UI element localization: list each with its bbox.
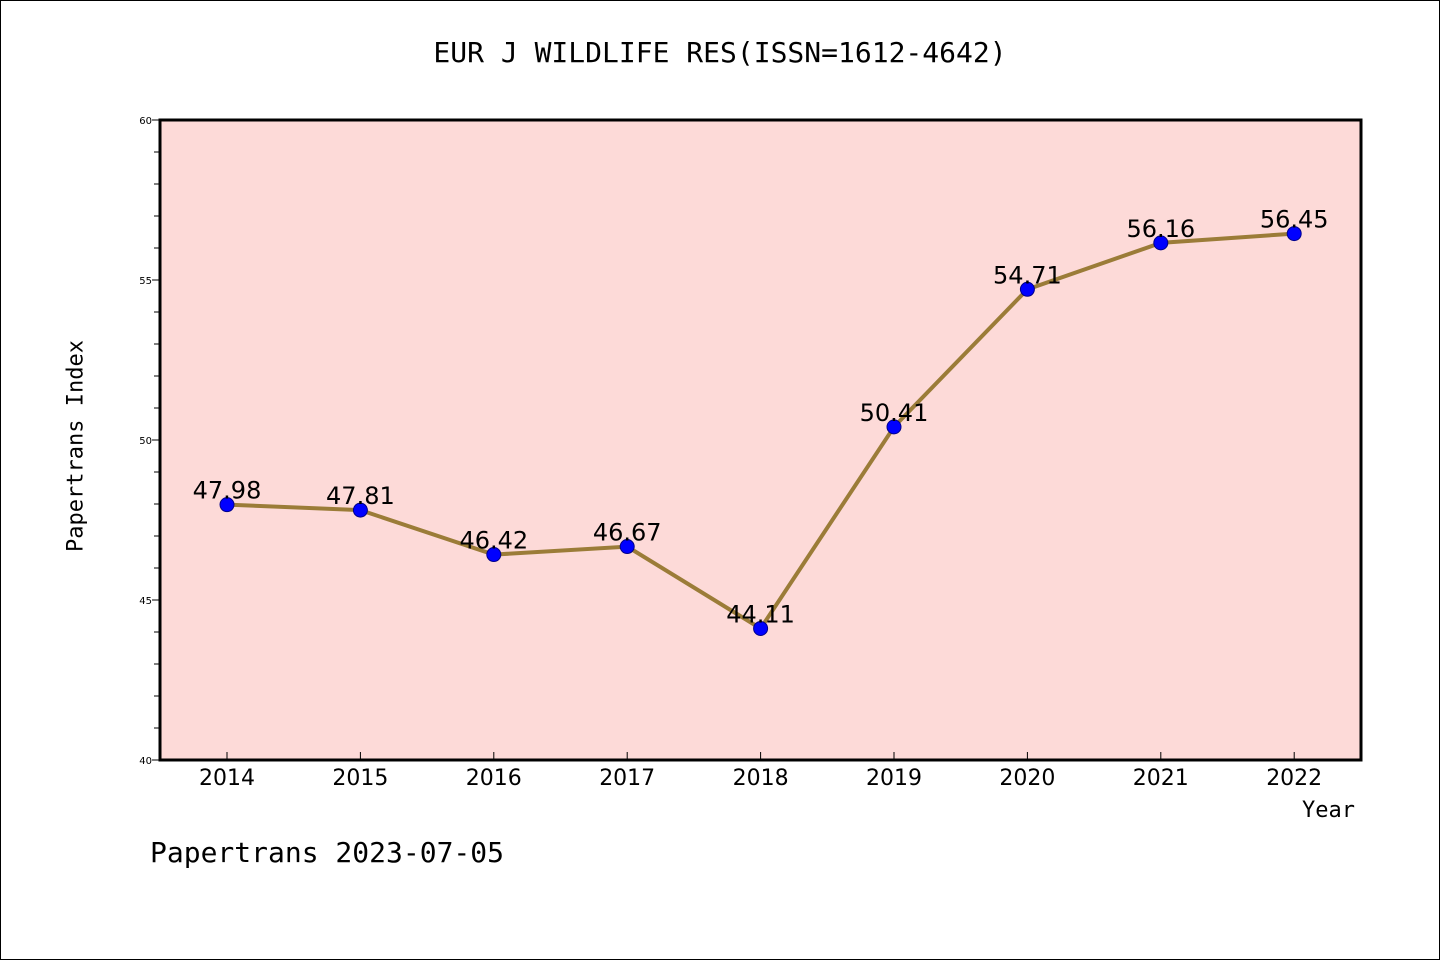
data-point (352, 502, 368, 518)
x-axis-label: Year (1302, 798, 1355, 823)
x-tick-label: 2017 (599, 766, 655, 791)
data-point (753, 620, 769, 636)
x-tick-label: 2022 (1266, 766, 1322, 791)
y-tick-label: 50 (139, 436, 152, 447)
data-point (619, 539, 635, 555)
data-label: 56.16 (1126, 215, 1195, 243)
x-axis-ticks: 2014 2015 2016 2017 2018 2019 2020 2021 2022 (199, 752, 1322, 791)
x-tick-label: 2016 (466, 766, 522, 791)
data-point (1153, 235, 1169, 251)
y-tick-label: 60 (139, 116, 152, 127)
data-label: 46.67 (593, 519, 662, 547)
x-tick-label: 2014 (199, 766, 255, 791)
data-point (1019, 281, 1035, 297)
data-label: 54.71 (993, 261, 1062, 289)
y-tick-label: 45 (139, 596, 152, 607)
footer-stamp: Papertrans 2023-07-05 (150, 836, 505, 869)
data-labels: 47.98 47.81 46.42 46.67 44.11 50.41 54.71 56.16… (193, 206, 1329, 629)
plot-border (158, 118, 1363, 762)
data-markers (219, 226, 1302, 636)
x-tick-label: 2015 (332, 766, 388, 791)
y-tick-label: 55 (139, 276, 152, 287)
data-label: 47.81 (326, 482, 395, 510)
y-axis-ticks: 40 45 50 55 60 (139, 116, 160, 767)
plot-area (160, 120, 1361, 760)
data-point (219, 497, 235, 513)
data-label: 56.45 (1260, 206, 1329, 234)
data-label: 47.98 (193, 477, 262, 505)
x-tick-label: 2019 (866, 766, 922, 791)
data-label: 46.42 (459, 527, 528, 555)
data-label: 44.11 (726, 600, 795, 628)
x-tick-label: 2018 (733, 766, 789, 791)
data-label: 50.41 (860, 399, 929, 427)
data-point (486, 547, 502, 563)
data-point (1286, 226, 1302, 242)
data-point (886, 419, 902, 435)
y-tick-label: 40 (139, 756, 152, 767)
x-tick-label: 2020 (999, 766, 1055, 791)
chart-title: EUR J WILDLIFE RES(ISSN=1612-4642) (433, 36, 1007, 69)
x-tick-label: 2021 (1133, 766, 1189, 791)
